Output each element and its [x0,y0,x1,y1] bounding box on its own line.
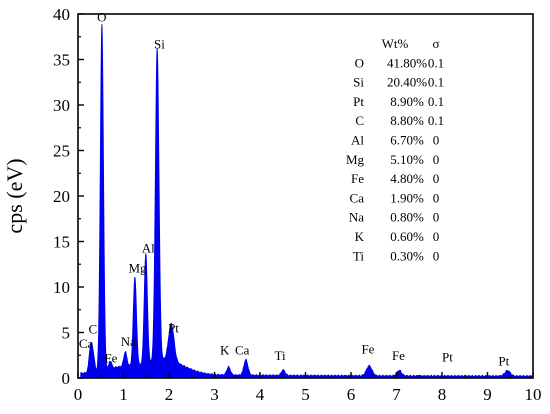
spectrum-layer [80,23,534,379]
table-cell-wt: 8.90% [390,94,424,109]
y-tick-label: 25 [53,142,70,161]
table-cell-sigma: 0 [433,190,440,205]
peak-label: Al [142,240,155,255]
peak-label: Ca [79,336,94,351]
table-cell-wt: 0.60% [390,229,424,244]
y-tick-label: 15 [53,233,70,252]
y-tick-label: 30 [53,96,70,115]
table-cell-element: Si [353,75,364,90]
peak-label: Na [121,334,136,349]
table-cell-sigma: 0.1 [428,113,444,128]
peak-label: Fe [361,341,374,356]
peak-label: Pt [442,350,453,365]
peak-label: Pt [498,353,509,368]
table-cell-element: Fe [351,171,364,186]
peak-label: Fe [104,351,117,366]
x-tick-label: 5 [301,385,310,404]
peak-label: Ca [235,342,250,357]
table-cell-sigma: 0 [433,133,440,148]
table-cell-wt: 6.70% [390,133,424,148]
peak-label: Fe [392,348,405,363]
y-tick-label: 40 [53,5,70,24]
table-cell-element: C [355,113,364,128]
y-tick-label: 0 [62,369,71,388]
table-cell-sigma: 0 [433,210,440,225]
x-tick-label: 10 [525,385,542,404]
y-tick-label: 5 [62,324,71,343]
composition-table: Wt% σO 41.80% 0.1Si 20.40% 0.1Pt 8.90% 0.1C 8.80… [346,36,444,263]
table-cell-wt: 1.90% [390,190,424,205]
peak-label: Ti [275,348,286,363]
y-tick-label: 35 [53,51,70,70]
table-header-wt: Wt% [382,36,409,51]
peak-label: O [97,9,106,24]
x-tick-label: 8 [438,385,447,404]
table-cell-sigma: 0 [433,152,440,167]
table-cell-element: Na [349,210,364,225]
table-cell-element: Ca [350,190,365,205]
table-cell-sigma: 0.1 [428,55,444,70]
y-tick-label: 10 [53,278,70,297]
y-axis-ticks: 0 5 10 15 20 25 30 35 40 [53,5,84,388]
table-cell-element: Ti [353,248,364,263]
table-cell-sigma: 0 [433,171,440,186]
spectrum-area [80,23,534,379]
table-cell-wt: 5.10% [390,152,424,167]
peak-label: C [88,321,97,336]
table-cell-element: O [355,55,364,70]
y-axis-label: cps (eV) [2,158,27,233]
peak-label: Mg [129,260,148,275]
table-cell-wt: 0.80% [390,210,424,225]
table-cell-sigma: 0 [433,229,440,244]
table-cell-wt: 20.40% [387,75,427,90]
x-tick-label: 7 [392,385,401,404]
table-cell-wt: 41.80% [387,55,427,70]
peak-label: K [220,342,230,357]
table-cell-sigma: 0.1 [428,94,444,109]
x-tick-label: 1 [119,385,128,404]
y-tick-label: 20 [53,187,70,206]
peak-label: Si [154,37,165,52]
table-cell-element: Al [351,133,364,148]
table-cell-element: Pt [353,94,364,109]
table-cell-sigma: 0.1 [428,75,444,90]
x-axis-ticks: 0 1 2 3 4 5 6 7 8 9 10 [74,372,542,404]
peak-label: Pt [168,321,179,336]
table-cell-element: Mg [346,152,365,167]
x-tick-label: 9 [483,385,492,404]
x-tick-label: 4 [256,385,265,404]
table-cell-sigma: 0 [433,248,440,263]
table-cell-wt: 8.80% [390,113,424,128]
table-cell-wt: 0.30% [390,248,424,263]
x-tick-label: 3 [210,385,219,404]
table-header-sigma: σ [432,36,439,51]
table-cell-wt: 4.80% [390,171,424,186]
x-tick-label: 0 [74,385,83,404]
table-cell-element: K [355,229,365,244]
x-tick-label: 6 [347,385,356,404]
x-tick-label: 2 [165,385,174,404]
